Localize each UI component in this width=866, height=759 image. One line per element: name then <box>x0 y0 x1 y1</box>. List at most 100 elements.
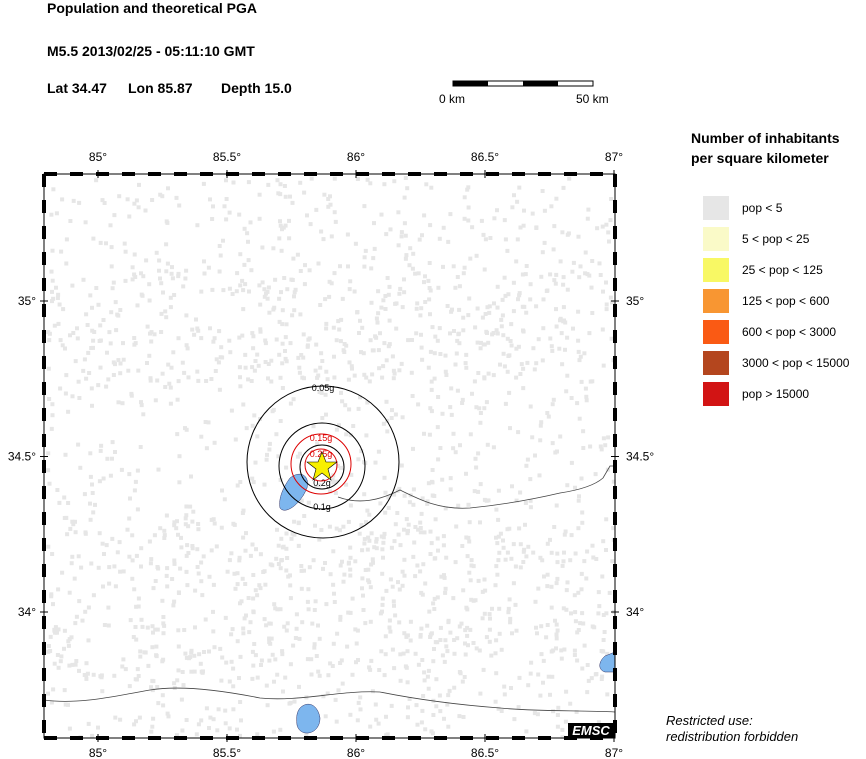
pop-cell <box>517 293 522 298</box>
pop-cell <box>280 361 285 366</box>
pop-cell <box>535 712 540 717</box>
pop-cell <box>139 403 144 408</box>
pop-cell <box>278 419 283 423</box>
pop-cell <box>50 402 55 407</box>
pop-cell <box>189 648 194 653</box>
contour-label: 0.05g <box>312 383 335 393</box>
pop-cell <box>502 692 507 697</box>
pop-cell <box>332 176 337 181</box>
pop-cell <box>441 264 445 269</box>
pop-cell <box>175 432 180 437</box>
pop-cell <box>96 565 101 570</box>
pop-cell <box>260 280 265 285</box>
pop-cell <box>501 333 506 338</box>
pop-cell <box>98 338 103 343</box>
pop-cell <box>469 563 474 568</box>
pop-cell <box>201 181 206 186</box>
pop-cell <box>548 336 553 341</box>
pop-cell <box>402 557 407 562</box>
pop-cell <box>302 568 306 573</box>
pop-cell <box>273 606 278 611</box>
pop-cell <box>150 624 155 629</box>
legend-label: 3000 < pop < 15000 <box>742 356 850 370</box>
pop-cell <box>385 429 390 434</box>
pop-cell <box>181 683 186 688</box>
pop-cell <box>607 239 611 244</box>
pop-cell <box>482 611 487 616</box>
pop-cell <box>364 375 369 380</box>
pop-cell <box>440 653 445 658</box>
pop-cell <box>311 558 316 563</box>
pop-cell <box>523 522 527 527</box>
pop-cell <box>150 198 155 202</box>
pop-cell <box>353 241 358 246</box>
pop-cell <box>208 715 213 720</box>
lon-label: 86.5° <box>471 150 499 164</box>
pop-cell <box>93 502 97 507</box>
pop-cell <box>460 679 465 684</box>
pop-cell <box>464 471 468 476</box>
pop-cell <box>569 611 573 616</box>
pop-cell <box>214 357 219 362</box>
pop-cell <box>73 359 78 364</box>
pop-cell <box>133 625 138 629</box>
pop-cell <box>207 649 211 654</box>
lat-label: 34° <box>18 605 36 619</box>
pop-cell <box>251 663 256 668</box>
pop-cell <box>342 350 347 354</box>
pop-cell <box>418 313 423 318</box>
pop-cell <box>278 192 283 197</box>
pop-cell <box>396 243 401 248</box>
pop-cell <box>334 338 339 343</box>
pop-cell <box>502 364 507 369</box>
pop-cell <box>431 601 436 606</box>
pop-cell <box>351 424 356 428</box>
pop-cell <box>382 182 387 187</box>
pop-cell <box>84 312 89 317</box>
pop-cell <box>406 705 410 710</box>
pop-cell <box>405 649 410 654</box>
pop-cell <box>509 343 514 348</box>
pop-cell <box>564 588 569 593</box>
pop-cell <box>333 219 338 224</box>
pop-cell <box>202 259 206 264</box>
pop-cell <box>229 659 234 664</box>
pop-cell <box>164 242 169 247</box>
pop-cell <box>293 287 298 292</box>
pop-cell <box>50 299 54 304</box>
pop-cell <box>334 479 339 484</box>
pop-cell <box>135 468 140 473</box>
pop-cell <box>475 306 480 311</box>
pop-cell <box>406 338 411 343</box>
pop-cell <box>211 204 215 209</box>
pop-cell <box>189 474 193 479</box>
pop-cell <box>498 531 503 536</box>
pop-cell <box>165 711 170 716</box>
pop-cell <box>366 535 371 540</box>
pop-cell <box>332 591 336 596</box>
pop-cell <box>611 526 616 531</box>
pop-cell <box>466 643 470 648</box>
pop-cell <box>248 220 253 225</box>
pop-cell <box>149 557 154 562</box>
pop-cell <box>462 216 467 221</box>
pop-cell <box>237 335 242 340</box>
pop-cell <box>496 558 501 563</box>
pop-cell <box>346 561 351 566</box>
pop-cell <box>229 632 234 637</box>
pop-cell <box>403 256 408 261</box>
pop-cell <box>186 375 191 380</box>
pop-cell <box>184 268 189 273</box>
pop-cell <box>258 552 263 557</box>
pop-cell <box>243 365 248 370</box>
pop-cell <box>251 573 256 577</box>
pop-cell <box>484 400 489 405</box>
pop-cell <box>64 261 69 266</box>
pop-cell <box>104 384 109 389</box>
pop-cell <box>182 628 187 632</box>
pop-cell <box>329 234 334 239</box>
pop-cell <box>322 192 327 197</box>
pop-cell <box>139 546 144 551</box>
pop-cell <box>324 369 329 374</box>
pop-cell <box>585 216 590 221</box>
